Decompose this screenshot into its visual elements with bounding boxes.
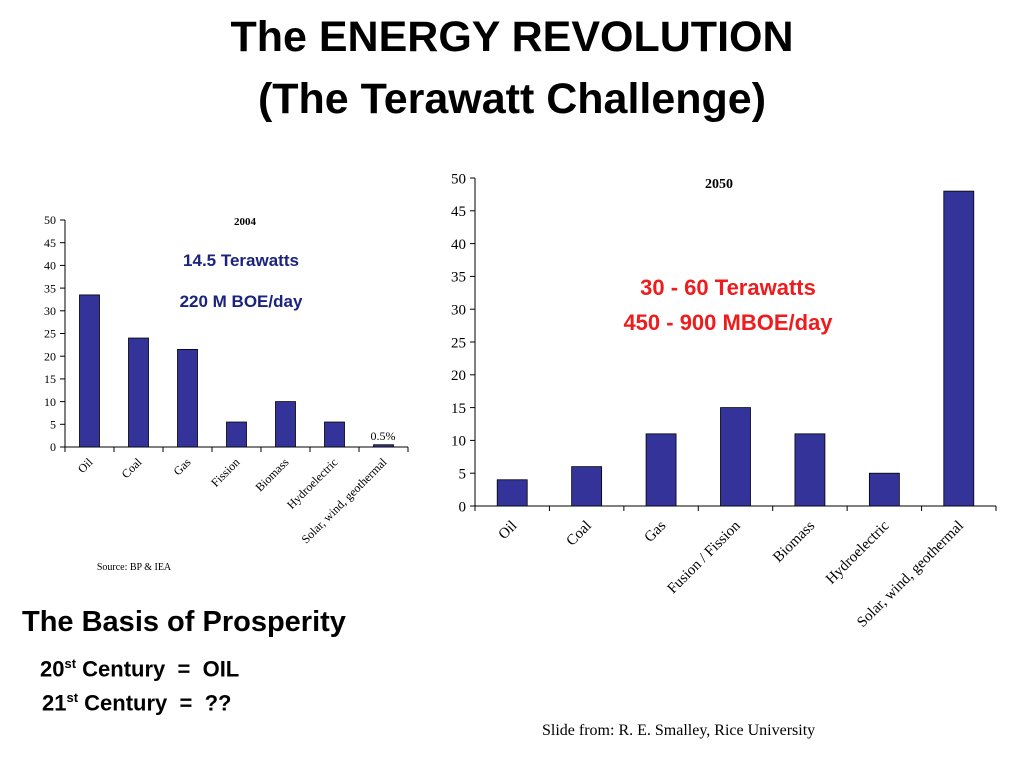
chart-2050-y-tick-label: 0 [459, 499, 467, 515]
chart-2004-annotation: 220 M BOE/day [180, 292, 303, 311]
chart-2004-category-label: Gas [170, 455, 193, 478]
chart-2050-bar [720, 407, 751, 507]
chart-2050-category-label: Fusion / Fission [665, 518, 744, 597]
chart-2050-category-label: Coal [564, 518, 595, 549]
chart-2004-bar [177, 348, 198, 448]
chart-2050-bar [794, 433, 826, 507]
chart-2004-y-tick-label: 5 [50, 418, 56, 432]
chart-2004-y-tick-label: 25 [44, 327, 56, 341]
century-20-suffix: st [64, 656, 77, 671]
chart-2050-y-tick-label: 35 [451, 270, 466, 286]
chart-2050-y-tick-label: 20 [451, 368, 466, 384]
chart-2004-group: 0 5 10 15 20 25 30 35 40 45 50 Oil Coal Gas Fission Bio… [44, 213, 409, 573]
chart-2050-y-tick-label: 40 [451, 237, 466, 253]
chart-2050-y-tick-label: 10 [451, 434, 466, 450]
chart-2004-y-tick-label: 15 [44, 372, 56, 386]
chart-2050-y-tick-label: 25 [451, 335, 466, 351]
chart-2004-y-tick-label: 30 [44, 304, 56, 318]
chart-2050-category-label: Oil [496, 518, 521, 543]
chart-2050-bar [645, 433, 677, 507]
chart-2050-category-label: Hydroelectric [823, 518, 893, 588]
chart-2004-category-label: Oil [75, 455, 96, 476]
chart-2004-source: Source: BP & IEA [97, 562, 172, 573]
chart-2050-category-label: Biomass [770, 518, 818, 566]
chart-2050-bar [571, 466, 603, 507]
chart-2004-bar [226, 421, 247, 448]
chart-2004-category-label: Fission [208, 455, 242, 489]
chart-2004-annotation: 14.5 Terawatts [183, 251, 299, 270]
century-21-text: Century = ?? [78, 690, 232, 716]
century-21-number: 21 [42, 690, 67, 716]
chart-2004-y-tick-label: 20 [44, 349, 56, 363]
chart-2004-y-tick-label: 50 [44, 213, 56, 227]
century-21-suffix: st [66, 690, 79, 705]
chart-2050-category-label: Gas [642, 518, 670, 546]
chart-2004-y-tick-label: 0 [50, 440, 56, 454]
century-20-line: 20st Century = OIL [40, 656, 239, 682]
chart-2004-annotation: 0.5% [371, 429, 396, 443]
century-20-text: Century = OIL [76, 656, 240, 682]
chart-2004-y-tick-label: 45 [44, 236, 56, 250]
chart-2004-category-label: Coal [119, 455, 145, 481]
century-21-line: 21st Century = ?? [42, 690, 231, 716]
chart-2004-y-tick-label: 10 [44, 395, 56, 409]
chart-2050-y-tick-label: 5 [459, 466, 467, 482]
chart-2050-bar [943, 190, 975, 507]
chart-2004-y-tick-label: 40 [44, 259, 56, 273]
chart-2050-y-tick-label: 15 [451, 401, 466, 417]
chart-2004-y-tick-label: 35 [44, 281, 56, 295]
slide-title-line2: (The Terawatt Challenge) [257, 75, 767, 123]
century-20-number: 20 [40, 656, 65, 682]
chart-2050-bar [868, 472, 900, 507]
chart-2004-category-label: Solar, wind, geothermal [298, 455, 390, 547]
chart-2004-category-label: Biomass [252, 455, 291, 494]
chart-2004-bar [324, 421, 345, 448]
slide-credit: Slide from: R. E. Smalley, Rice Universi… [542, 722, 816, 739]
chart-2050-title: 2050 [705, 177, 733, 192]
chart-2050-y-tick-label: 50 [451, 171, 466, 187]
chart-2050-annotation: 30 - 60 Terawatts [640, 275, 816, 300]
chart-2050-bar [496, 479, 528, 507]
chart-2004-bar [79, 294, 100, 448]
slide-title-line1: The ENERGY REVOLUTION [230, 13, 794, 61]
chart-2004-title: 2004 [234, 216, 257, 228]
chart-2004-bar [373, 444, 394, 448]
chart-2050-y-tick-label: 30 [451, 302, 466, 318]
chart-2050-annotation: 450 - 900 MBOE/day [623, 310, 833, 335]
chart-2004-bar [275, 401, 296, 448]
chart-2050-y-tick-label: 45 [451, 204, 466, 220]
chart-2004-bar [128, 337, 149, 448]
basis-of-prosperity-heading: The Basis of Prosperity [22, 606, 346, 638]
